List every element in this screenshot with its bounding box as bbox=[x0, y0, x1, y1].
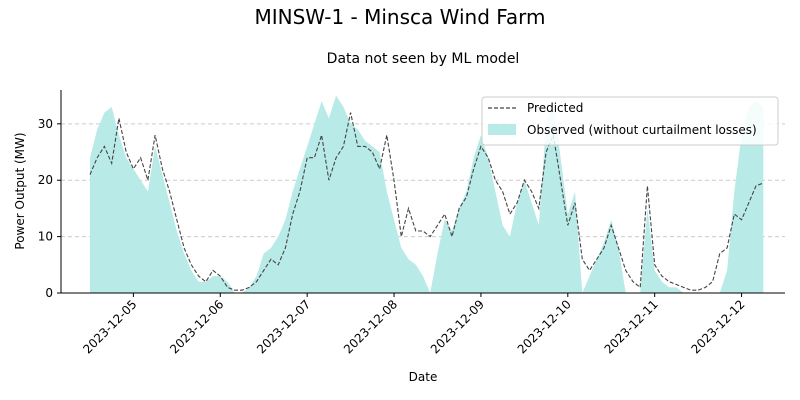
legend-observed-label: Observed (without curtailment losses) bbox=[527, 123, 757, 137]
x-ticks: 2023-12-05 2023-12-06 2023-12-07 2023-12-08… bbox=[80, 293, 748, 356]
legend-observed-swatch bbox=[488, 124, 516, 135]
y-tick-label: 10 bbox=[38, 230, 53, 244]
observed-area bbox=[90, 95, 764, 293]
chart-subtitle: Data not seen by ML model bbox=[327, 51, 520, 67]
y-ticks: 0 10 20 30 bbox=[38, 117, 61, 300]
legend: Predicted Observed (without curtailment … bbox=[481, 96, 779, 146]
observed-area-layer bbox=[90, 95, 764, 293]
y-axis-label: Power Output (MW) bbox=[13, 132, 27, 249]
y-tick-label: 20 bbox=[38, 173, 53, 187]
y-tick-label: 0 bbox=[45, 286, 53, 300]
x-axis-label: Date bbox=[409, 370, 438, 384]
predicted-line bbox=[89, 112, 764, 291]
x-tick-label: 2023-12-08 bbox=[341, 297, 400, 356]
chart-title: MINSW-1 - Minsca Wind Farm bbox=[254, 5, 545, 29]
x-tick-label: 2023-12-11 bbox=[602, 297, 661, 356]
legend-predicted-label: Predicted bbox=[527, 101, 583, 115]
x-tick-label: 2023-12-07 bbox=[254, 297, 313, 356]
x-tick-label: 2023-12-10 bbox=[515, 297, 574, 356]
y-tick-label: 30 bbox=[38, 117, 53, 131]
legend-frame bbox=[481, 96, 779, 146]
x-tick-label: 2023-12-06 bbox=[167, 297, 226, 356]
predicted-line-layer bbox=[89, 112, 764, 291]
x-tick-label: 2023-12-09 bbox=[428, 297, 487, 356]
x-tick-label: 2023-12-05 bbox=[80, 297, 139, 356]
x-tick-label: 2023-12-12 bbox=[688, 297, 747, 356]
